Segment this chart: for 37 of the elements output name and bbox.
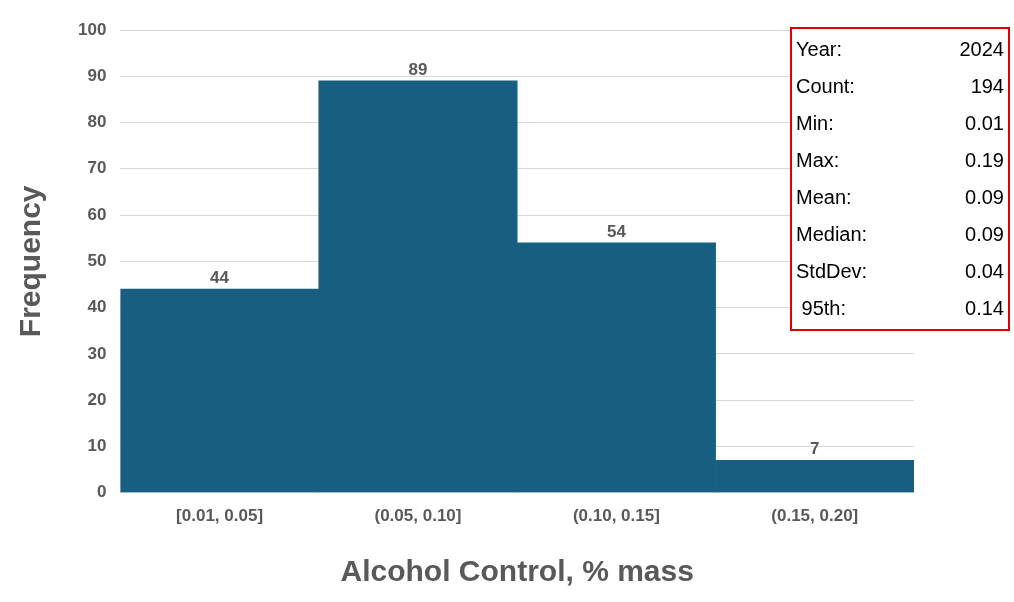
annotation: 95th:	[800, 296, 847, 321]
data-label: 89	[408, 60, 428, 80]
text: 0.01	[965, 111, 1004, 136]
y-tick-label: 30	[87, 343, 107, 363]
x-tick-label: (0.05, 0.10]	[374, 506, 462, 526]
y-tick-label: 80	[87, 112, 107, 132]
text: 2024	[959, 37, 1004, 62]
data-label: 7	[810, 439, 820, 459]
data-label: 44	[210, 268, 230, 288]
text: 194	[970, 74, 1004, 99]
text: 0.14	[965, 296, 1004, 321]
y-axis-title: Frequency	[13, 185, 47, 338]
text: 0.09	[965, 185, 1004, 210]
x-tick-label: [0.01, 0.05]	[176, 506, 264, 526]
annotation: Count:	[796, 74, 855, 99]
annotation: Median:	[796, 222, 868, 247]
y-tick-label: 100	[77, 19, 107, 39]
data-label: 54	[606, 221, 627, 241]
y-tick-label: 60	[87, 204, 107, 224]
y-tick-label: 90	[87, 65, 107, 85]
y-tick-label: 70	[87, 158, 107, 178]
y-tick-label: 50	[87, 250, 107, 270]
annotation: Mean:	[796, 185, 852, 210]
annotation: Min:	[796, 111, 834, 136]
x-tick-label: (0.10, 0.15]	[572, 506, 660, 526]
x-tick-label: (0.15, 0.20]	[771, 506, 859, 526]
x-axis-title: Alcohol Control, % mass	[340, 554, 694, 588]
annotation: Max:	[796, 148, 840, 173]
text: 0.19	[965, 148, 1004, 173]
annotation: Year:	[796, 37, 842, 62]
y-tick-label: 40	[87, 297, 107, 317]
y-tick-label: 20	[87, 389, 107, 409]
y-tick-label: 0	[96, 482, 107, 502]
y-tick-label: 10	[87, 436, 107, 456]
annotation: StdDev:	[796, 259, 868, 284]
text: 0.09	[965, 222, 1004, 247]
text: 0.04	[965, 259, 1004, 284]
